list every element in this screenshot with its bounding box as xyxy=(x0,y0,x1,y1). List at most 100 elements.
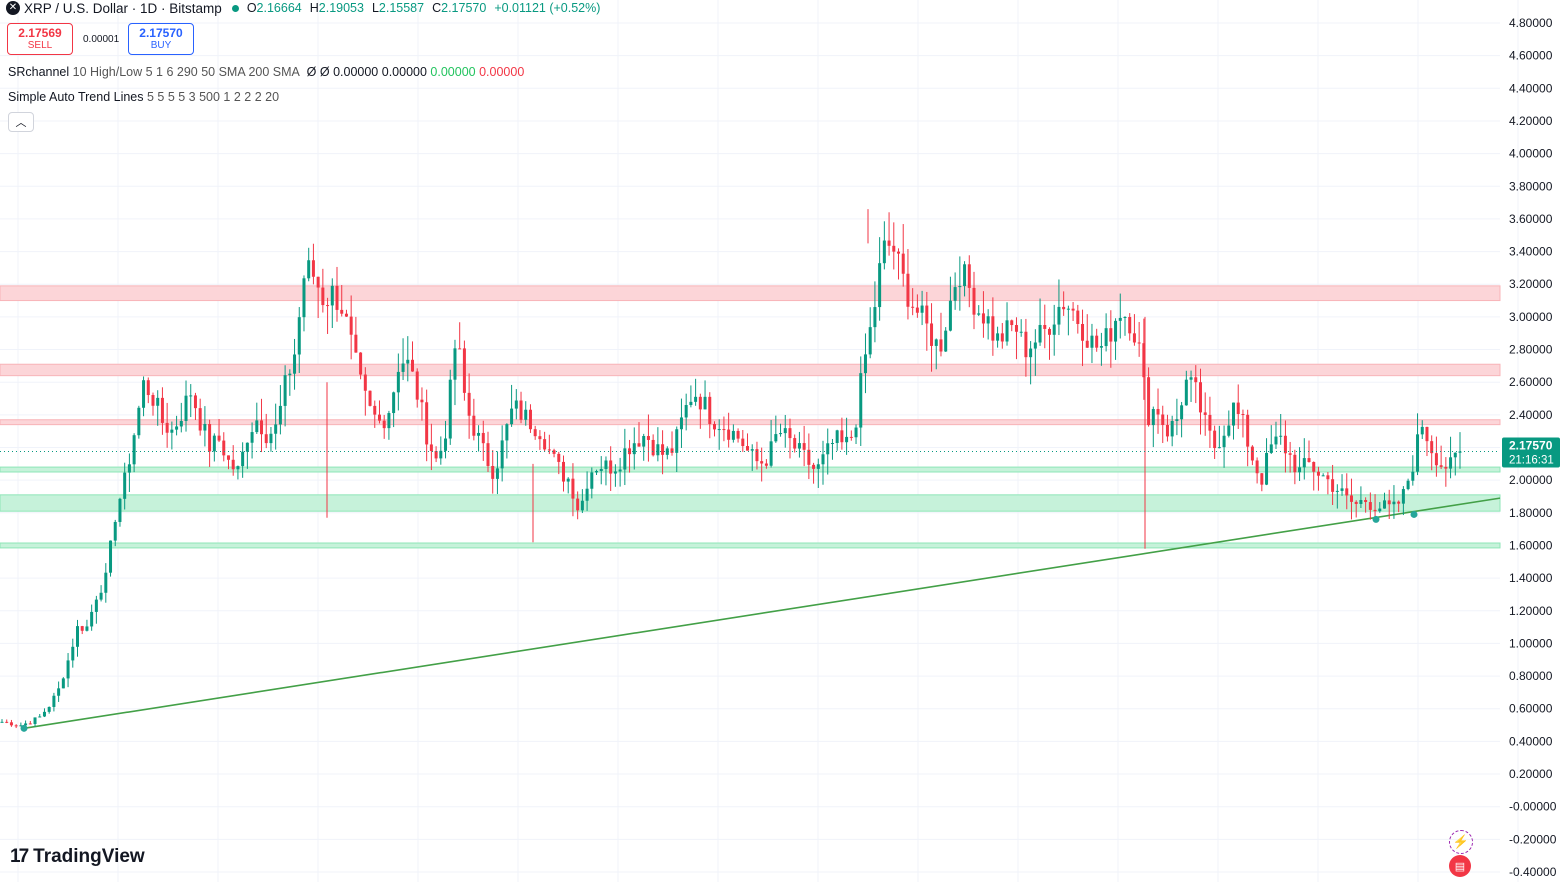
candle-body xyxy=(1194,377,1198,383)
price-axis-label: 0.40000 xyxy=(1509,734,1553,748)
candle-body xyxy=(1274,436,1278,445)
candle-body xyxy=(604,460,608,469)
candle-body xyxy=(429,444,433,451)
candle-body xyxy=(1383,500,1387,509)
candle-body xyxy=(736,430,740,439)
candle-body xyxy=(741,438,745,447)
buy-label: BUY xyxy=(150,39,172,51)
candle-body xyxy=(514,400,518,409)
candle-body xyxy=(1099,346,1103,348)
candle-body xyxy=(977,313,981,315)
candle-body xyxy=(552,450,556,454)
chevron-up-icon: ︿ xyxy=(15,117,27,129)
candle-body xyxy=(1416,434,1420,472)
flag-icon[interactable]: ▤ xyxy=(1449,855,1471,877)
candle-body xyxy=(439,450,443,459)
candle-body xyxy=(1425,426,1429,442)
candle-body xyxy=(783,428,787,434)
indicator-name: Simple Auto Trend Lines xyxy=(8,90,144,104)
candle-body xyxy=(1156,409,1160,415)
candle-body xyxy=(1293,454,1297,473)
candle-body xyxy=(882,240,886,264)
candle-body xyxy=(411,359,415,372)
candle-body xyxy=(392,392,396,414)
resistance-zone xyxy=(0,419,1501,426)
candle-body xyxy=(1420,426,1424,435)
candle-body xyxy=(1104,328,1108,347)
candle-body xyxy=(1085,340,1089,348)
indicator-value: 0.00000 xyxy=(381,65,427,79)
candle-body xyxy=(1397,501,1401,504)
candle-body xyxy=(1364,500,1368,503)
candle-body xyxy=(1401,489,1405,504)
price-axis-label: 2.60000 xyxy=(1509,375,1553,389)
candle-body xyxy=(1208,414,1212,431)
candle-body xyxy=(859,373,863,428)
candle-body xyxy=(226,455,230,460)
candle-body xyxy=(1241,414,1245,416)
candle-body xyxy=(1213,430,1217,449)
candle-body xyxy=(528,409,532,430)
candle-body xyxy=(1062,306,1066,310)
candle-body xyxy=(99,592,103,600)
candle-body xyxy=(467,392,471,416)
candle-body xyxy=(845,436,849,443)
candle-body xyxy=(1057,306,1061,325)
sell-button[interactable]: 2.17569 SELL xyxy=(7,23,73,55)
pivot-point xyxy=(1372,515,1380,523)
candle-body xyxy=(1033,342,1037,349)
candle-body xyxy=(1335,490,1339,492)
collapse-indicators-button[interactable]: ︿ xyxy=(8,112,34,132)
candle-body xyxy=(1114,320,1118,342)
candle-body xyxy=(1444,466,1448,469)
candle-body xyxy=(722,429,726,431)
last-price-badge xyxy=(1502,437,1560,468)
indicator-auto-trend-lines[interactable]: Simple Auto Trend Lines 5 5 5 5 3 500 1 … xyxy=(8,90,279,104)
candle-body xyxy=(958,286,962,288)
lightning-icon[interactable]: ⚡ xyxy=(1449,830,1473,854)
candle-body xyxy=(797,443,801,449)
candle-body xyxy=(245,442,249,452)
candle-body xyxy=(618,469,622,472)
candle-body xyxy=(807,449,811,465)
candle-body xyxy=(670,448,674,453)
candle-body xyxy=(1128,316,1132,334)
buy-button[interactable]: 2.17570 BUY xyxy=(128,23,194,55)
candle-body xyxy=(1066,308,1070,310)
candle-body xyxy=(127,464,131,473)
candle-body xyxy=(1203,412,1207,415)
candle-body xyxy=(396,371,400,393)
candle-body xyxy=(1321,475,1325,477)
candle-body xyxy=(821,454,825,465)
support-zone xyxy=(0,466,1501,473)
tradingview-logo[interactable]: 17 TradingView xyxy=(10,846,145,868)
candle-body xyxy=(462,348,466,393)
candle-body xyxy=(972,287,976,315)
candle-body xyxy=(826,443,830,455)
candle-body xyxy=(547,449,551,451)
candle-body xyxy=(1147,377,1151,426)
indicator-value: 0.00000 xyxy=(479,65,525,79)
candle-body xyxy=(510,408,514,425)
candle-body xyxy=(156,397,160,406)
candle-body xyxy=(906,273,910,307)
candle-body xyxy=(599,468,603,472)
candle-body xyxy=(613,471,617,474)
candle-body xyxy=(1345,488,1349,496)
candle-body xyxy=(481,432,485,444)
candle-body xyxy=(840,430,844,443)
candle-body xyxy=(911,306,915,308)
candle-body xyxy=(717,429,721,431)
candle-body xyxy=(533,429,537,437)
trend-line xyxy=(23,497,1501,730)
candle-body xyxy=(802,443,806,450)
indicator-symbols: Ø Ø xyxy=(306,65,330,79)
indicator-srchannel[interactable]: SRchannel 10 High/Low 5 1 6 290 50 SMA 2… xyxy=(8,65,524,79)
candle-body xyxy=(316,276,320,288)
symbol-title: XRP / U.S. Dollar · 1D · Bitstamp xyxy=(24,0,222,16)
candle-body xyxy=(260,420,264,435)
symbol-header[interactable]: ✕ XRP / U.S. Dollar · 1D · Bitstamp O2.1… xyxy=(6,0,600,16)
candle-body xyxy=(1331,479,1335,492)
candle-body xyxy=(1161,414,1165,426)
